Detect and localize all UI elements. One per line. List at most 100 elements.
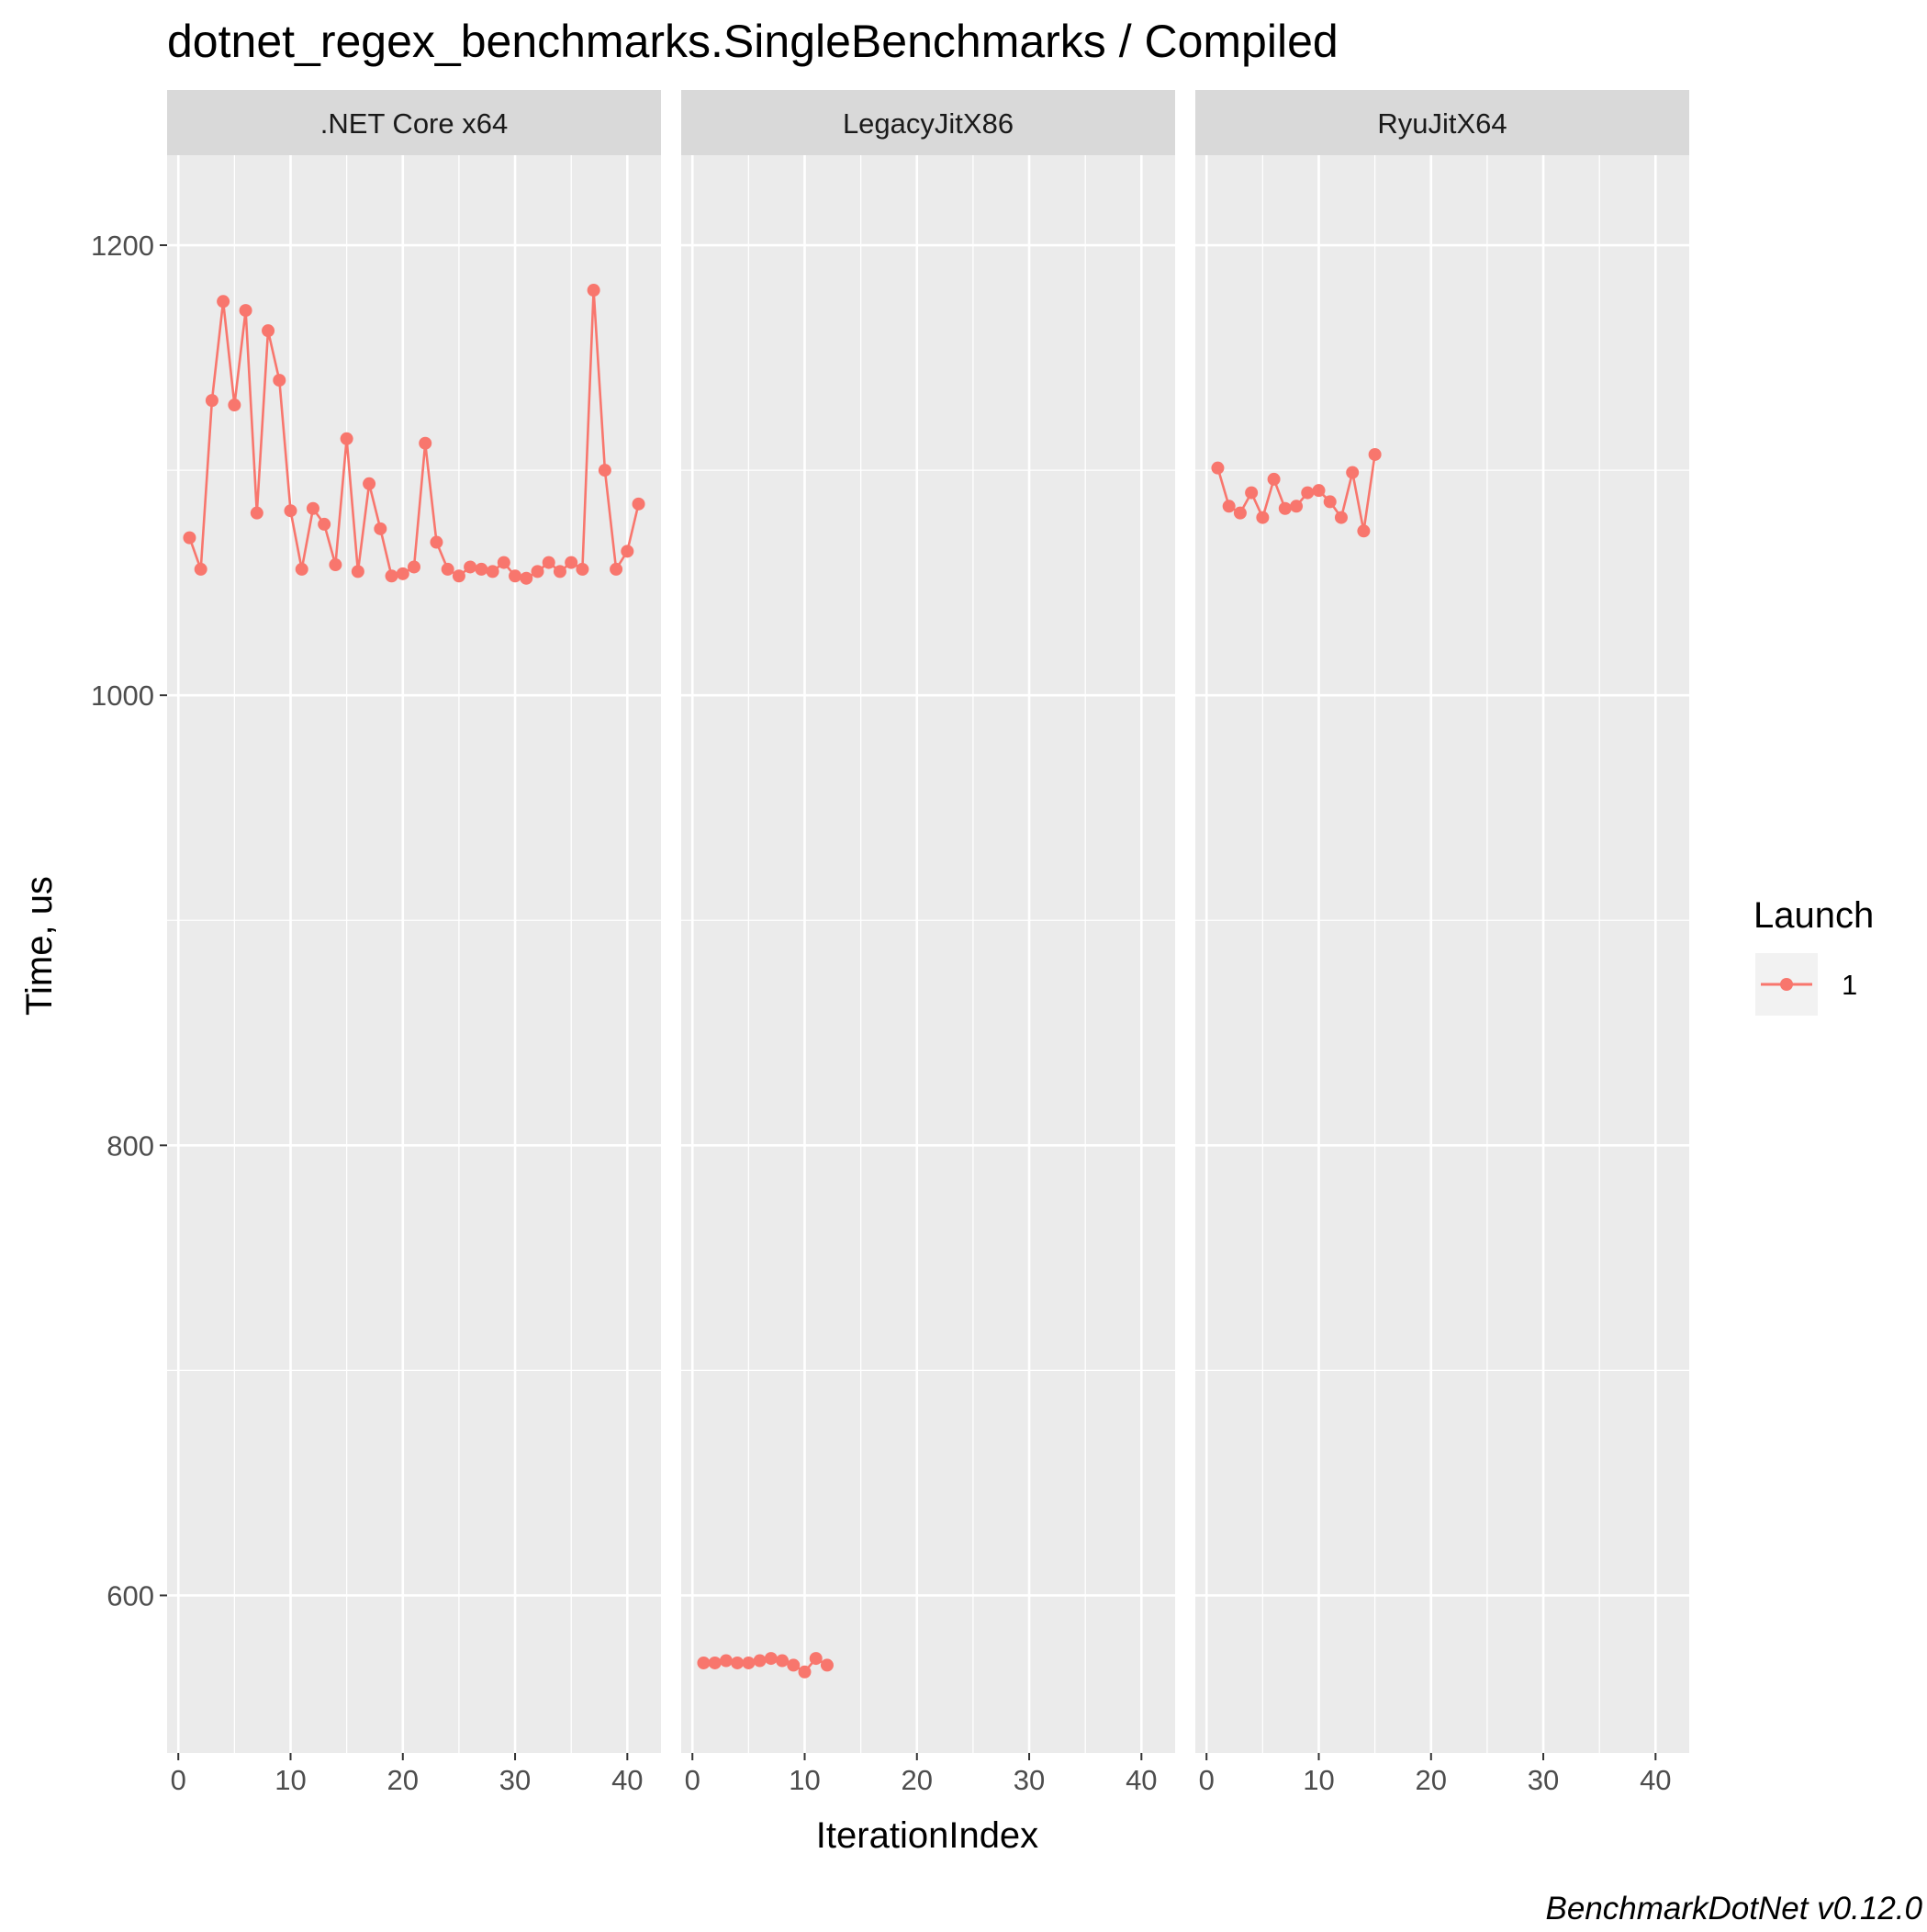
data-point bbox=[194, 562, 207, 576]
data-point bbox=[497, 556, 510, 569]
x-tick-label: 20 bbox=[902, 1764, 933, 1796]
data-point bbox=[205, 394, 218, 408]
data-point bbox=[239, 304, 252, 318]
x-tick-label: 30 bbox=[1014, 1764, 1045, 1796]
data-point bbox=[1334, 511, 1348, 524]
data-point bbox=[753, 1654, 767, 1668]
facet-strip-label: RyuJitX64 bbox=[1377, 107, 1507, 140]
facet-strip bbox=[167, 90, 661, 155]
data-point bbox=[576, 562, 589, 576]
x-tick-label: 0 bbox=[1199, 1764, 1215, 1796]
data-point bbox=[306, 501, 319, 515]
data-point bbox=[1256, 511, 1270, 524]
x-tick-label: 40 bbox=[1640, 1764, 1671, 1796]
data-point bbox=[262, 324, 275, 338]
legend: Launch 1 bbox=[1753, 895, 1874, 1016]
data-point bbox=[1312, 484, 1326, 498]
x-tick-label: 30 bbox=[499, 1764, 531, 1796]
x-tick-label: 20 bbox=[387, 1764, 419, 1796]
x-tick-label: 10 bbox=[274, 1764, 306, 1796]
data-point bbox=[587, 284, 600, 298]
data-point bbox=[396, 567, 409, 580]
data-point bbox=[731, 1656, 745, 1669]
data-point bbox=[329, 558, 342, 572]
data-point bbox=[1368, 447, 1382, 461]
panel-background bbox=[681, 155, 1175, 1753]
data-point bbox=[273, 374, 286, 388]
data-point bbox=[776, 1654, 790, 1668]
data-point bbox=[228, 399, 241, 412]
legend-label-1: 1 bbox=[1842, 969, 1857, 1001]
data-point bbox=[809, 1652, 823, 1666]
y-axis-title: Time, us bbox=[19, 876, 60, 1016]
y-tick-label: 800 bbox=[106, 1129, 154, 1162]
data-point bbox=[531, 565, 544, 578]
chart-caption: BenchmarkDotNet v0.12.0 bbox=[1546, 1891, 1923, 1926]
data-point bbox=[363, 477, 376, 490]
data-point bbox=[441, 562, 454, 576]
facet-strip bbox=[681, 90, 1175, 155]
data-point bbox=[1346, 466, 1360, 479]
facet-panel: LegacyJitX86 0 10 20 30 40 bbox=[681, 90, 1175, 1796]
data-point bbox=[820, 1658, 834, 1672]
x-tick-label: 10 bbox=[1303, 1764, 1334, 1796]
x-tick-label: 20 bbox=[1416, 1764, 1447, 1796]
data-point bbox=[1222, 500, 1236, 513]
facet-strip-label: .NET Core x64 bbox=[320, 107, 508, 140]
x-tick-label: 0 bbox=[685, 1764, 700, 1796]
y-tick-label: 1200 bbox=[91, 230, 154, 262]
data-point bbox=[553, 565, 566, 578]
data-point bbox=[697, 1656, 711, 1669]
data-point bbox=[1290, 500, 1304, 513]
data-point bbox=[374, 522, 387, 535]
panel-background bbox=[167, 155, 661, 1753]
data-point bbox=[1357, 524, 1371, 538]
data-point bbox=[509, 569, 522, 583]
facet-panel: .NET Core x64 0 10 20 30 40 600 800 1000 1200 bbox=[91, 90, 661, 1796]
legend-title: Launch bbox=[1753, 895, 1874, 936]
data-point bbox=[318, 517, 331, 531]
data-point bbox=[250, 506, 263, 520]
x-axis-title: IterationIndex bbox=[816, 1815, 1038, 1856]
data-point bbox=[542, 556, 555, 569]
data-point bbox=[475, 562, 488, 576]
data-point bbox=[408, 560, 420, 574]
data-point bbox=[1233, 506, 1247, 520]
data-point bbox=[340, 432, 353, 445]
legend-key-point bbox=[1780, 978, 1793, 991]
data-point bbox=[1278, 501, 1292, 515]
x-tick-label: 10 bbox=[789, 1764, 820, 1796]
data-point bbox=[610, 562, 623, 576]
data-point bbox=[351, 565, 364, 578]
x-tick-label: 40 bbox=[1126, 1764, 1157, 1796]
data-point bbox=[419, 436, 432, 450]
data-point bbox=[621, 545, 634, 558]
data-point bbox=[1267, 472, 1281, 486]
data-point bbox=[520, 571, 533, 585]
data-point bbox=[385, 569, 398, 583]
data-point bbox=[452, 569, 465, 583]
data-point bbox=[742, 1656, 756, 1669]
x-tick-label: 0 bbox=[171, 1764, 186, 1796]
data-point bbox=[284, 504, 297, 518]
data-point bbox=[632, 497, 645, 511]
chart-title: dotnet_regex_benchmarks.SingleBenchmarks… bbox=[167, 16, 1339, 67]
data-point bbox=[798, 1665, 812, 1679]
data-point bbox=[1211, 461, 1225, 475]
data-point bbox=[1245, 486, 1259, 500]
data-point bbox=[486, 565, 499, 578]
x-tick-label: 40 bbox=[611, 1764, 643, 1796]
data-point bbox=[719, 1654, 733, 1668]
facet-strip bbox=[1195, 90, 1689, 155]
data-point bbox=[764, 1652, 778, 1666]
data-point bbox=[295, 562, 308, 576]
data-point bbox=[464, 560, 477, 574]
facet-panel: RyuJitX64 0 10 20 30 40 bbox=[1195, 90, 1689, 1796]
data-point bbox=[708, 1656, 722, 1669]
panel-background bbox=[1195, 155, 1689, 1753]
data-point bbox=[565, 556, 578, 569]
data-point bbox=[787, 1658, 801, 1672]
data-point bbox=[183, 531, 196, 545]
